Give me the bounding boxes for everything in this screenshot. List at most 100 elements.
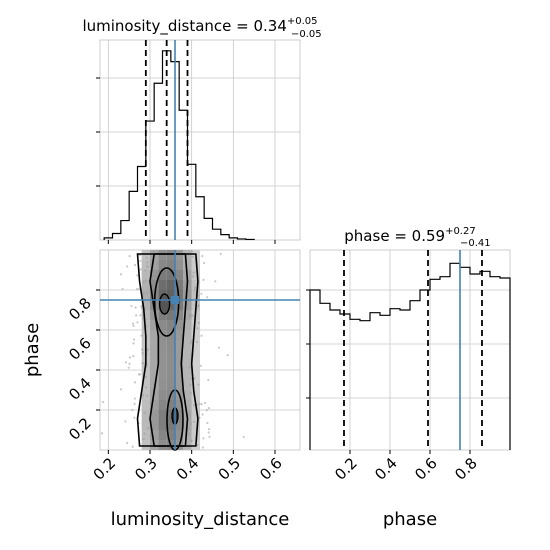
density-cell xyxy=(166,430,175,440)
phase-histogram-step xyxy=(309,262,511,450)
density-cell xyxy=(183,400,192,410)
density-cell xyxy=(191,330,200,340)
sample-point xyxy=(133,397,136,400)
density-cell xyxy=(166,290,175,300)
density-cell xyxy=(158,430,167,440)
sample-point xyxy=(130,304,133,308)
sample-point xyxy=(207,427,211,431)
sample-point xyxy=(144,375,148,379)
sample-point xyxy=(139,259,142,263)
density-cell xyxy=(158,280,167,290)
density-cell xyxy=(141,430,150,440)
density-cell xyxy=(158,340,167,350)
density-cell xyxy=(191,370,200,380)
sample-point xyxy=(119,388,123,391)
density-cell xyxy=(150,400,159,410)
luminosity-distance-title: luminosity_distance = 0.34+0.05 xyxy=(82,16,317,36)
sample-point xyxy=(198,402,201,405)
sample-point xyxy=(142,280,145,284)
density-cell xyxy=(166,340,175,350)
density-cell xyxy=(150,350,159,360)
density-cell xyxy=(175,340,184,350)
density-cell xyxy=(183,250,192,260)
density-cell xyxy=(141,260,150,270)
density-cell xyxy=(150,410,159,420)
sample-point xyxy=(189,383,192,386)
sample-point xyxy=(214,280,217,283)
density-cell xyxy=(141,420,150,430)
sample-point xyxy=(133,381,137,384)
x-tick-label: 0.4 xyxy=(173,454,203,484)
density-cell xyxy=(183,350,192,360)
density-cell xyxy=(150,380,159,390)
sample-point xyxy=(131,408,134,412)
density-cell xyxy=(158,270,167,280)
sample-point xyxy=(192,420,196,423)
phase-title-subscript: −0.41 xyxy=(460,238,491,249)
sample-point xyxy=(193,377,196,380)
sample-point xyxy=(189,392,192,395)
density-cell xyxy=(141,280,150,290)
sample-point xyxy=(135,314,138,317)
sample-point xyxy=(191,314,194,317)
density-cell xyxy=(166,270,175,280)
sample-point xyxy=(146,349,149,352)
sample-point xyxy=(200,403,203,406)
density-cell xyxy=(191,390,200,400)
sample-point xyxy=(201,446,204,449)
density-cell xyxy=(175,250,184,260)
sample-point xyxy=(201,254,204,258)
sample-point xyxy=(191,255,194,258)
sample-point xyxy=(197,304,200,307)
panel-luminosity-distance-histogram: luminosity_distance = 0.34+0.05 −0.05 xyxy=(82,16,322,244)
x-axis-label-phase: phase xyxy=(383,509,437,530)
sample-point xyxy=(190,439,193,442)
sample-point xyxy=(143,411,146,415)
sample-point xyxy=(129,356,132,359)
sample-point xyxy=(134,306,137,309)
density-cell xyxy=(141,390,150,400)
density-cell xyxy=(191,360,200,370)
sample-point xyxy=(207,406,211,410)
sample-point xyxy=(139,314,142,317)
density-cell xyxy=(158,390,167,400)
sample-point xyxy=(208,435,211,438)
sample-point xyxy=(190,250,194,253)
sample-point xyxy=(226,354,229,357)
sample-point xyxy=(201,413,204,416)
sample-point xyxy=(127,366,130,369)
sample-point xyxy=(207,431,210,434)
panel-frame xyxy=(309,249,511,451)
sample-point xyxy=(132,342,135,345)
density-cell xyxy=(166,420,175,430)
x-tick-label: 0.3 xyxy=(131,454,161,484)
density-cell xyxy=(175,260,184,270)
density-cell xyxy=(191,350,200,360)
sample-point xyxy=(132,324,135,328)
x-tick-label: 0.6 xyxy=(411,454,441,484)
density-cell xyxy=(166,350,175,360)
density-cell xyxy=(141,370,150,380)
density-cell xyxy=(141,380,150,390)
sample-point xyxy=(145,256,148,259)
sample-point xyxy=(193,286,197,289)
density-cell xyxy=(158,360,167,370)
sample-point xyxy=(135,288,139,291)
x-tick-label: 0.4 xyxy=(371,454,401,484)
density-cell xyxy=(175,360,184,370)
sample-point xyxy=(146,291,149,295)
density-cell xyxy=(166,410,175,420)
sample-point xyxy=(142,393,145,397)
sample-point xyxy=(143,432,146,435)
y-tick-label: 0.2 xyxy=(65,414,95,444)
density-cell xyxy=(175,330,184,340)
sample-point xyxy=(147,427,150,430)
sample-point xyxy=(188,432,191,435)
sample-point xyxy=(190,339,193,342)
sample-point xyxy=(119,273,123,276)
density-cell xyxy=(158,320,167,330)
density-cell xyxy=(141,270,150,280)
density-cell xyxy=(141,300,150,310)
sample-point xyxy=(198,416,201,419)
sample-point xyxy=(200,334,203,337)
